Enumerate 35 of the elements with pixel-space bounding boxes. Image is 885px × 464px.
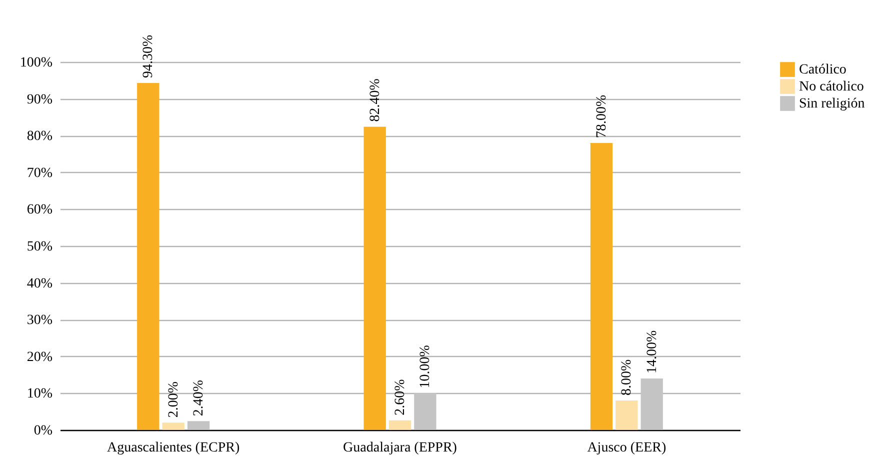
x-tick-label: Ajusco (EER)	[587, 440, 666, 456]
bar	[616, 400, 638, 430]
data-label: 82.40%	[368, 78, 383, 122]
bar	[590, 142, 613, 430]
data-label: 10.00%	[418, 344, 434, 388]
bar	[364, 126, 386, 430]
bar	[640, 378, 663, 430]
bar	[137, 82, 160, 430]
bar	[388, 420, 412, 430]
legend-label: Sin religión	[799, 96, 865, 112]
data-label: 14.00%	[644, 330, 660, 374]
y-tick-label: 60%	[26, 202, 53, 218]
data-label: 94.30%	[141, 34, 156, 78]
data-label: 8.00%	[620, 359, 635, 396]
y-tick-label: 0%	[34, 424, 53, 438]
y-tick-label: 90%	[26, 92, 53, 108]
data-label: 2.60%	[393, 378, 408, 416]
data-label: 2.00%	[166, 381, 182, 418]
y-tick-label: 30%	[26, 313, 53, 328]
y-tick-label: 10%	[26, 386, 53, 402]
x-tick-label: Guadalajara (EPPR)	[343, 440, 458, 456]
bar	[187, 421, 210, 430]
y-tick-label: 20%	[26, 350, 53, 365]
y-tick-label: 100%	[20, 56, 53, 70]
legend-label: No cátolico	[799, 80, 864, 94]
x-tick-label: Aguascalientes (ECPR)	[107, 440, 240, 456]
bar	[414, 393, 436, 430]
data-label: 78.00%	[594, 94, 610, 138]
bar	[162, 422, 184, 430]
y-tick-label: 70%	[26, 166, 53, 181]
y-tick-label: 80%	[26, 129, 53, 144]
y-tick-label: 50%	[26, 240, 53, 254]
data-label: 2.40%	[192, 380, 207, 416]
legend-label: Católico	[799, 62, 846, 78]
y-tick-label: 40%	[26, 276, 53, 292]
